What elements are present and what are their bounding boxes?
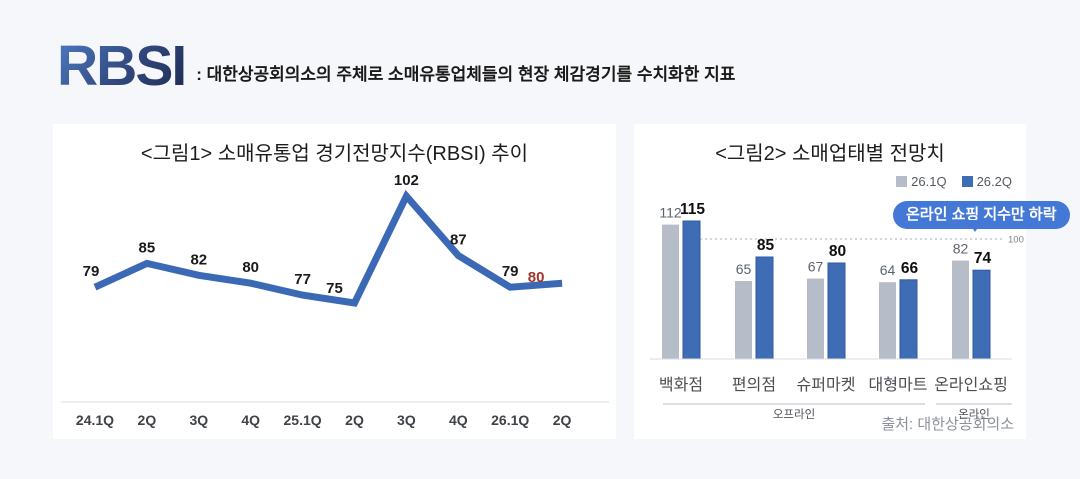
line-chart: 79 85 82 80 77 75 102 87 79 80 24.1Q 2Q 3Q 4Q 25.1Q 2Q 3… <box>61 172 609 428</box>
bar-value-26-2q: 74 <box>974 250 992 267</box>
line-point-label: 80 <box>528 269 545 286</box>
legend-swatch-icon <box>961 176 973 187</box>
x-axis-tick-label: 4Q <box>449 412 468 428</box>
line-point-label: 82 <box>190 251 207 268</box>
bar-26-1q <box>662 224 679 359</box>
channel-group-label: 온라인 <box>958 408 990 421</box>
bar-26-1q <box>879 282 896 359</box>
legend-item: 26.1Q <box>896 174 947 189</box>
x-axis-tick-label: 2Q <box>138 412 157 428</box>
line-point-label: 77 <box>294 271 311 288</box>
bar-value-26-1q: 64 <box>880 262 896 278</box>
bar-26-2q <box>899 279 918 360</box>
header: RBSI : 대한상공회의소의 주체로 소매유통업체들의 현장 체감경기를 수치… <box>57 38 735 95</box>
bar-26-1q <box>807 278 824 359</box>
x-axis-tick-label: 24.1Q <box>76 412 114 428</box>
line-point-label: 87 <box>450 231 467 248</box>
annotation-callout: 온라인 쇼핑 지수만 하락 <box>893 201 1070 232</box>
bar-category-label: 백화점 <box>659 376 703 394</box>
bar-26-2q <box>972 269 991 360</box>
bar-26-2q <box>827 262 846 360</box>
reference-line-label: 100 <box>1008 235 1024 246</box>
line-point-label: 79 <box>502 263 519 280</box>
x-axis-tick-label: 3Q <box>189 412 208 428</box>
bar-value-26-2q: 80 <box>829 243 846 260</box>
bar-26-1q <box>735 281 752 359</box>
line-point-label: 79 <box>83 263 100 280</box>
bar-26-1q <box>952 260 969 359</box>
line-point-label: 85 <box>139 239 156 256</box>
bar-value-26-1q: 67 <box>808 259 824 275</box>
bar-value-26-2q: 66 <box>901 260 919 277</box>
bar-chart-title: <그림2> 소매업태별 전망치 <box>715 143 945 165</box>
bar-value-26-1q: 112 <box>659 205 682 221</box>
rbsi-logo: RBSI <box>57 34 187 98</box>
x-axis-tick-label: 25.1Q <box>284 412 322 428</box>
bar-value-26-1q: 82 <box>953 241 969 257</box>
bar-category-label: 편의점 <box>732 376 776 394</box>
line-point-label: 102 <box>394 172 419 189</box>
source-caption: 출처: 대한상공회의소 <box>881 416 1014 433</box>
bar-category-label: 대형마트 <box>869 376 928 394</box>
line-point-label: 80 <box>242 259 259 276</box>
line-chart-title: <그림1> 소매유통업 경기전망지수(RBSI) 추이 <box>140 143 529 165</box>
bar-chart-card: <그림2> 소매업태별 전망치 26.1Q 26.2Q 100 112 115 백화점 6… <box>634 124 1070 439</box>
legend-item: 26.2Q <box>961 174 1012 189</box>
legend-label: 26.2Q <box>976 174 1012 189</box>
bar-value-26-2q: 85 <box>757 237 775 254</box>
header-subtitle: : 대한상공회의소의 주체로 소매유통업체들의 현장 체감경기를 수치화한 지표 <box>196 65 736 84</box>
x-axis-tick-label: 2Q <box>553 412 572 428</box>
bar-category-label: 온라인쇼핑 <box>934 376 1008 394</box>
rbsi-trend-line <box>93 189 563 307</box>
legend-swatch-icon <box>896 176 908 187</box>
x-axis-tick-label: 4Q <box>241 412 260 428</box>
bar-26-2q <box>682 220 701 360</box>
bar-category-label: 슈퍼마켓 <box>797 376 856 394</box>
bar-value-26-2q: 115 <box>680 201 705 218</box>
line-point-label: 75 <box>326 280 343 297</box>
line-chart-card: <그림1> 소매유통업 경기전망지수(RBSI) 추이 79 85 82 80 77 75… <box>53 124 616 439</box>
x-axis-tick-label: 2Q <box>345 412 364 428</box>
legend-label: 26.1Q <box>911 174 947 189</box>
legend: 26.1Q 26.2Q <box>896 174 1012 189</box>
bar-26-2q <box>755 256 774 360</box>
bar-value-26-1q: 65 <box>736 261 752 277</box>
channel-group-label: 오프라인 <box>773 408 815 421</box>
x-axis-tick-label: 26.1Q <box>491 412 529 428</box>
x-axis-tick-label: 3Q <box>397 412 416 428</box>
